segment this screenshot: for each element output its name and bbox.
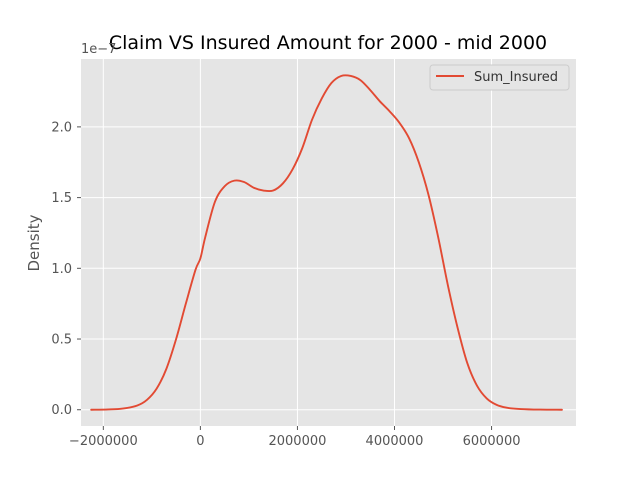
x-tick-label: 6000000 (463, 434, 521, 449)
y-tick-label: 0.5 (51, 333, 72, 348)
series-line-sum-insured (90, 74, 563, 411)
y-axis-ticks: 0.0 0.5 1.0 1.5 2.0 (51, 120, 81, 418)
legend: Sum_Insured (429, 64, 570, 91)
chart-title: Claim VS Insured Amount for 2000 - mid 2… (109, 32, 547, 54)
plot-background (81, 59, 576, 426)
y-tick-label: 1.5 (51, 191, 72, 206)
y-scale-offset-label: 1e−7 (81, 42, 116, 57)
y-tick-label: 0.0 (51, 403, 72, 418)
x-tick-label: 2000000 (268, 434, 326, 449)
y-tick-label: 2.0 (51, 120, 72, 135)
grid (81, 59, 576, 426)
x-tick-label: 4000000 (366, 434, 424, 449)
legend-box (429, 64, 570, 91)
x-tick-label: 0 (196, 434, 204, 449)
series-layer (90, 74, 563, 411)
y-tick-label: 1.0 (51, 262, 72, 277)
y-axis-label: Density (25, 214, 43, 271)
x-axis-ticks: −2000000 0 2000000 4000000 6000000 (69, 426, 521, 449)
x-tick-label: −2000000 (69, 434, 138, 449)
legend-label-sum-insured: Sum_Insured (474, 70, 558, 85)
